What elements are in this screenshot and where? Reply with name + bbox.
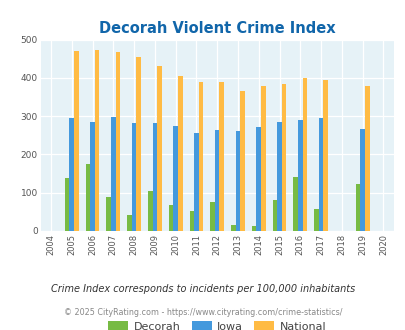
- Bar: [323, 80, 327, 231]
- Bar: [173, 126, 177, 231]
- Bar: [132, 123, 136, 231]
- Bar: [302, 78, 307, 231]
- Bar: [189, 211, 194, 231]
- Bar: [157, 66, 161, 231]
- Bar: [219, 82, 224, 231]
- Bar: [90, 122, 95, 231]
- Bar: [364, 85, 369, 231]
- Bar: [277, 121, 281, 231]
- Bar: [293, 177, 297, 231]
- Legend: Decorah, Iowa, National: Decorah, Iowa, National: [103, 317, 330, 330]
- Bar: [318, 118, 323, 231]
- Bar: [260, 86, 265, 231]
- Bar: [210, 202, 214, 231]
- Bar: [251, 226, 256, 231]
- Bar: [256, 127, 260, 231]
- Title: Decorah Violent Crime Index: Decorah Violent Crime Index: [99, 21, 335, 36]
- Bar: [240, 90, 244, 231]
- Bar: [214, 130, 219, 231]
- Text: © 2025 CityRating.com - https://www.cityrating.com/crime-statistics/: © 2025 CityRating.com - https://www.city…: [64, 308, 341, 317]
- Bar: [106, 197, 111, 231]
- Bar: [230, 225, 235, 231]
- Bar: [168, 205, 173, 231]
- Bar: [198, 82, 203, 231]
- Bar: [85, 164, 90, 231]
- Bar: [281, 84, 286, 231]
- Bar: [152, 123, 157, 231]
- Text: Crime Index corresponds to incidents per 100,000 inhabitants: Crime Index corresponds to incidents per…: [51, 284, 354, 294]
- Bar: [69, 118, 74, 231]
- Bar: [194, 133, 198, 231]
- Bar: [148, 191, 152, 231]
- Bar: [74, 51, 79, 231]
- Bar: [95, 50, 99, 231]
- Bar: [360, 129, 364, 231]
- Bar: [177, 76, 182, 231]
- Bar: [235, 131, 240, 231]
- Bar: [355, 184, 360, 231]
- Bar: [115, 52, 120, 231]
- Bar: [272, 200, 277, 231]
- Bar: [313, 209, 318, 231]
- Bar: [65, 178, 69, 231]
- Bar: [111, 116, 115, 231]
- Bar: [297, 119, 302, 231]
- Bar: [127, 214, 132, 231]
- Bar: [136, 57, 141, 231]
